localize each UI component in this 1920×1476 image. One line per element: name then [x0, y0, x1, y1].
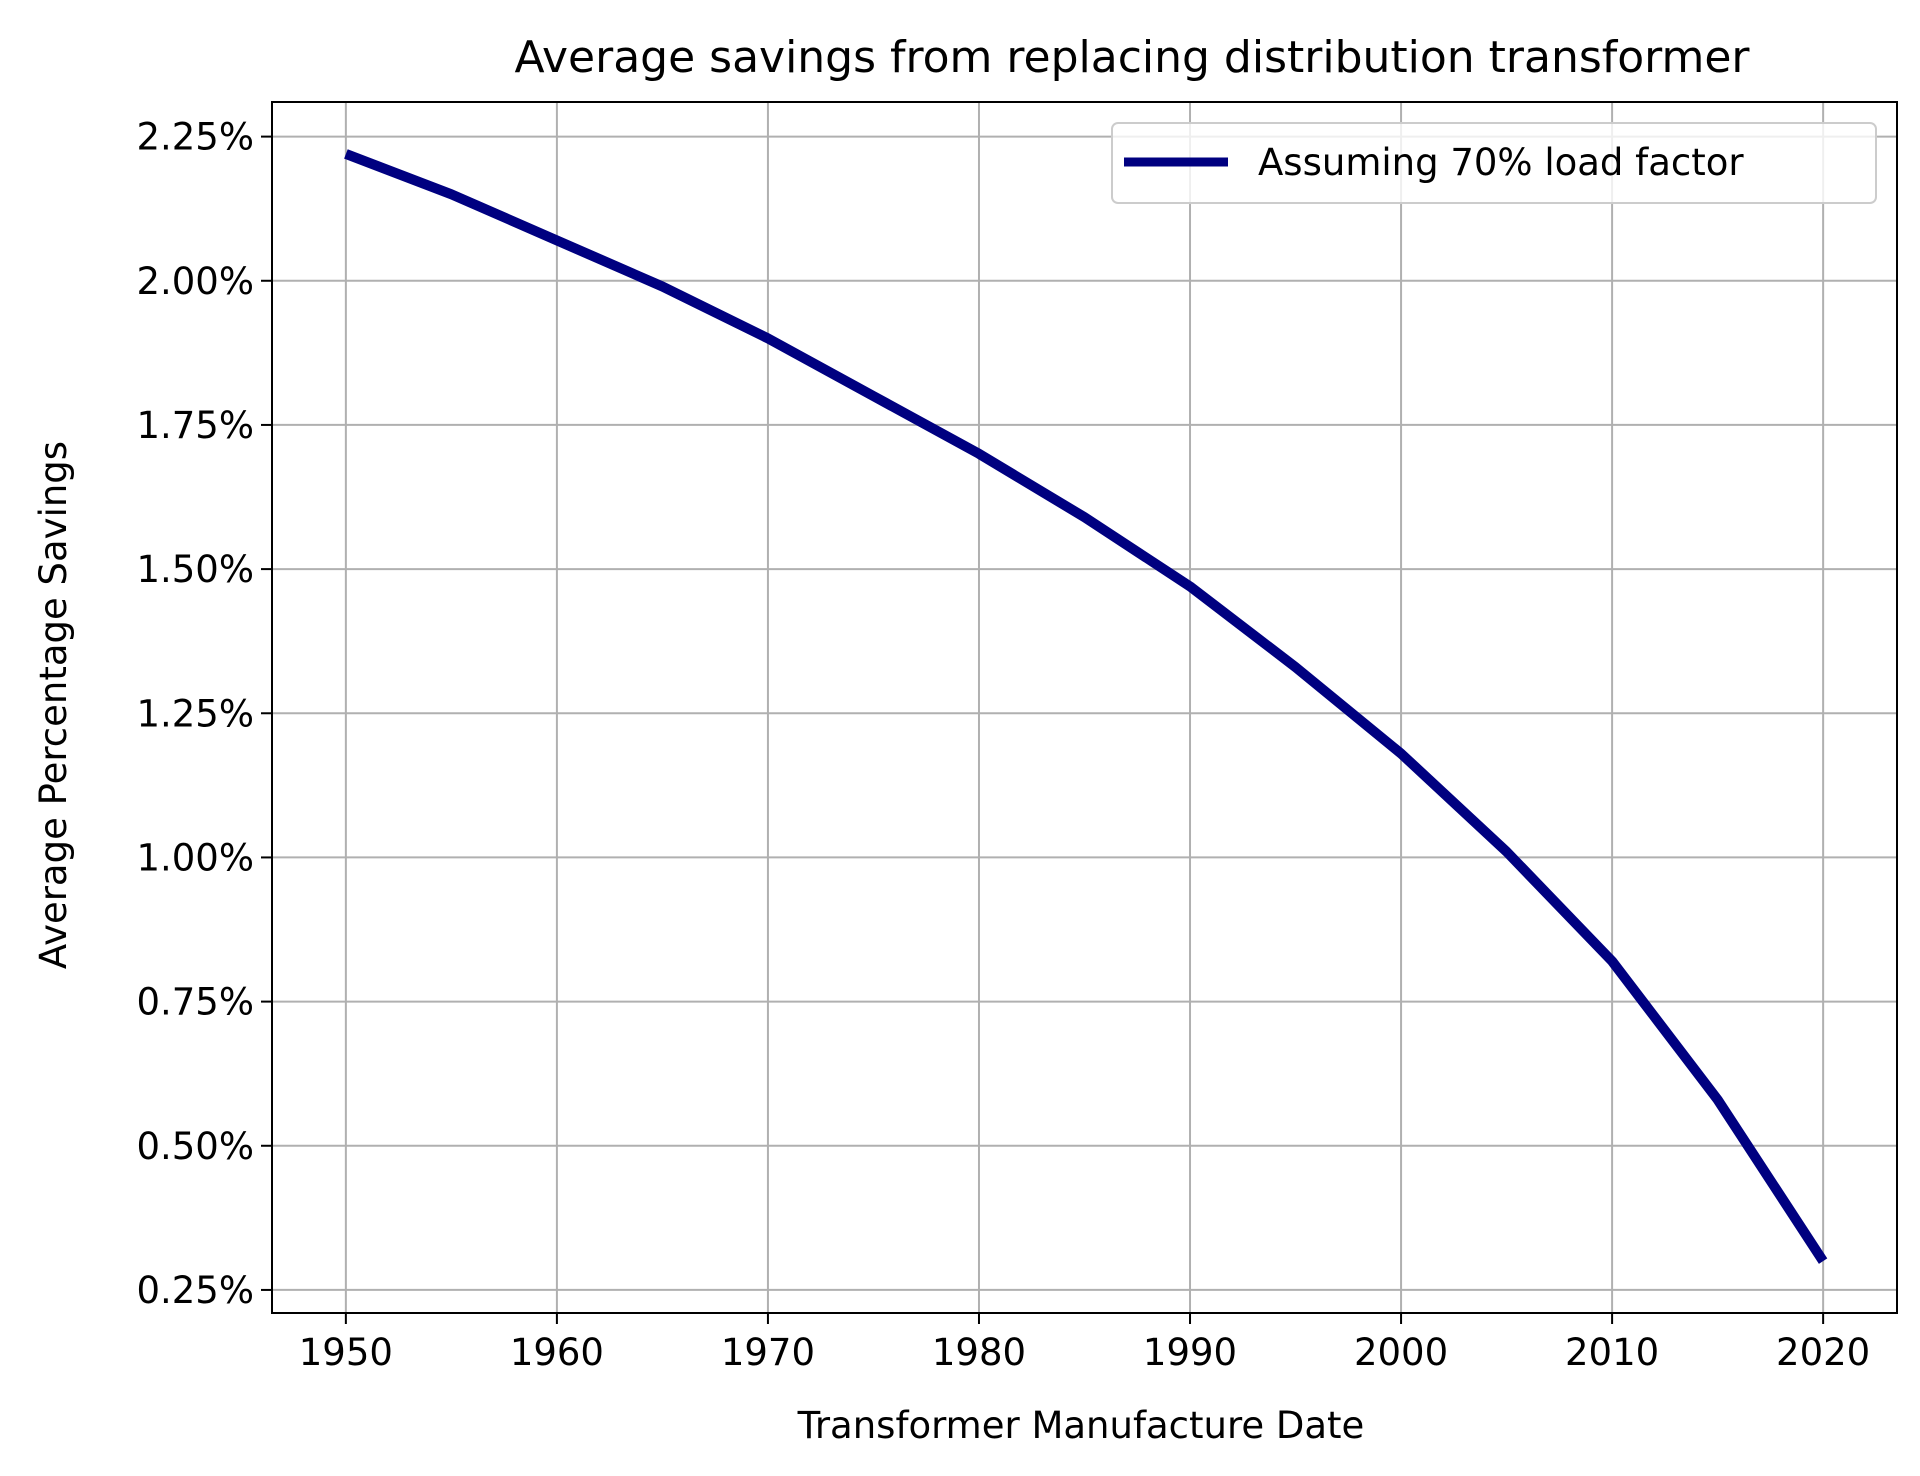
- legend-box: [1111, 122, 1877, 204]
- x-tick-label: 1970: [721, 1331, 815, 1374]
- series-layer: [344, 149, 1828, 1264]
- legend-label: Assuming 70% load factor: [1258, 141, 1744, 184]
- data-point: [1611, 960, 1613, 962]
- x-tick-label: 1960: [510, 1331, 604, 1374]
- y-tick-label: 2.00%: [136, 260, 254, 303]
- data-point: [767, 337, 769, 339]
- x-tick-label: 2020: [1776, 1331, 1870, 1374]
- x-tick-label: 2000: [1354, 1331, 1448, 1374]
- x-axis-label: Transformer Manufacture Date: [797, 1404, 1365, 1447]
- y-tick-label: 1.75%: [136, 404, 254, 447]
- plot-frame: [271, 101, 1898, 1314]
- legend: Assuming 70% load factor: [1111, 122, 1877, 204]
- data-point: [661, 286, 663, 288]
- x-tick-label: 2010: [1565, 1331, 1659, 1374]
- series-line: [344, 149, 1828, 1264]
- y-tick-label: 0.75%: [136, 981, 254, 1024]
- data-point: [450, 193, 452, 195]
- x-tick-label: 1980: [932, 1331, 1026, 1374]
- axis-ticks: 1950 1960 1970 1980 1990 2000 2010 2020 0.25% 0.5…: [136, 116, 1870, 1374]
- data-point: [1084, 516, 1086, 518]
- data-point: [1189, 585, 1191, 587]
- data-point: [1506, 851, 1508, 853]
- data-point: [345, 153, 347, 155]
- data-point: [1822, 1260, 1824, 1262]
- x-tick-label: 1950: [299, 1331, 393, 1374]
- x-tick-label: 1990: [1143, 1331, 1237, 1374]
- data-point: [1295, 666, 1297, 668]
- data-point: [978, 453, 980, 455]
- y-tick-label: 1.50%: [136, 548, 254, 591]
- data-point: [873, 395, 875, 397]
- y-tick-label: 1.25%: [136, 692, 254, 735]
- data-point: [1400, 753, 1402, 755]
- data-point: [1717, 1099, 1719, 1101]
- y-tick-label: 0.25%: [136, 1269, 254, 1312]
- data-point: [556, 239, 558, 241]
- grid: [272, 102, 1897, 1313]
- y-tick-label: 1.00%: [136, 836, 254, 879]
- y-tick-label: 0.50%: [136, 1125, 254, 1168]
- y-tick-label: 2.25%: [136, 116, 254, 159]
- y-axis-label: Average Percentage Savings: [32, 441, 75, 969]
- chart-title: Average savings from replacing distribut…: [514, 32, 1750, 83]
